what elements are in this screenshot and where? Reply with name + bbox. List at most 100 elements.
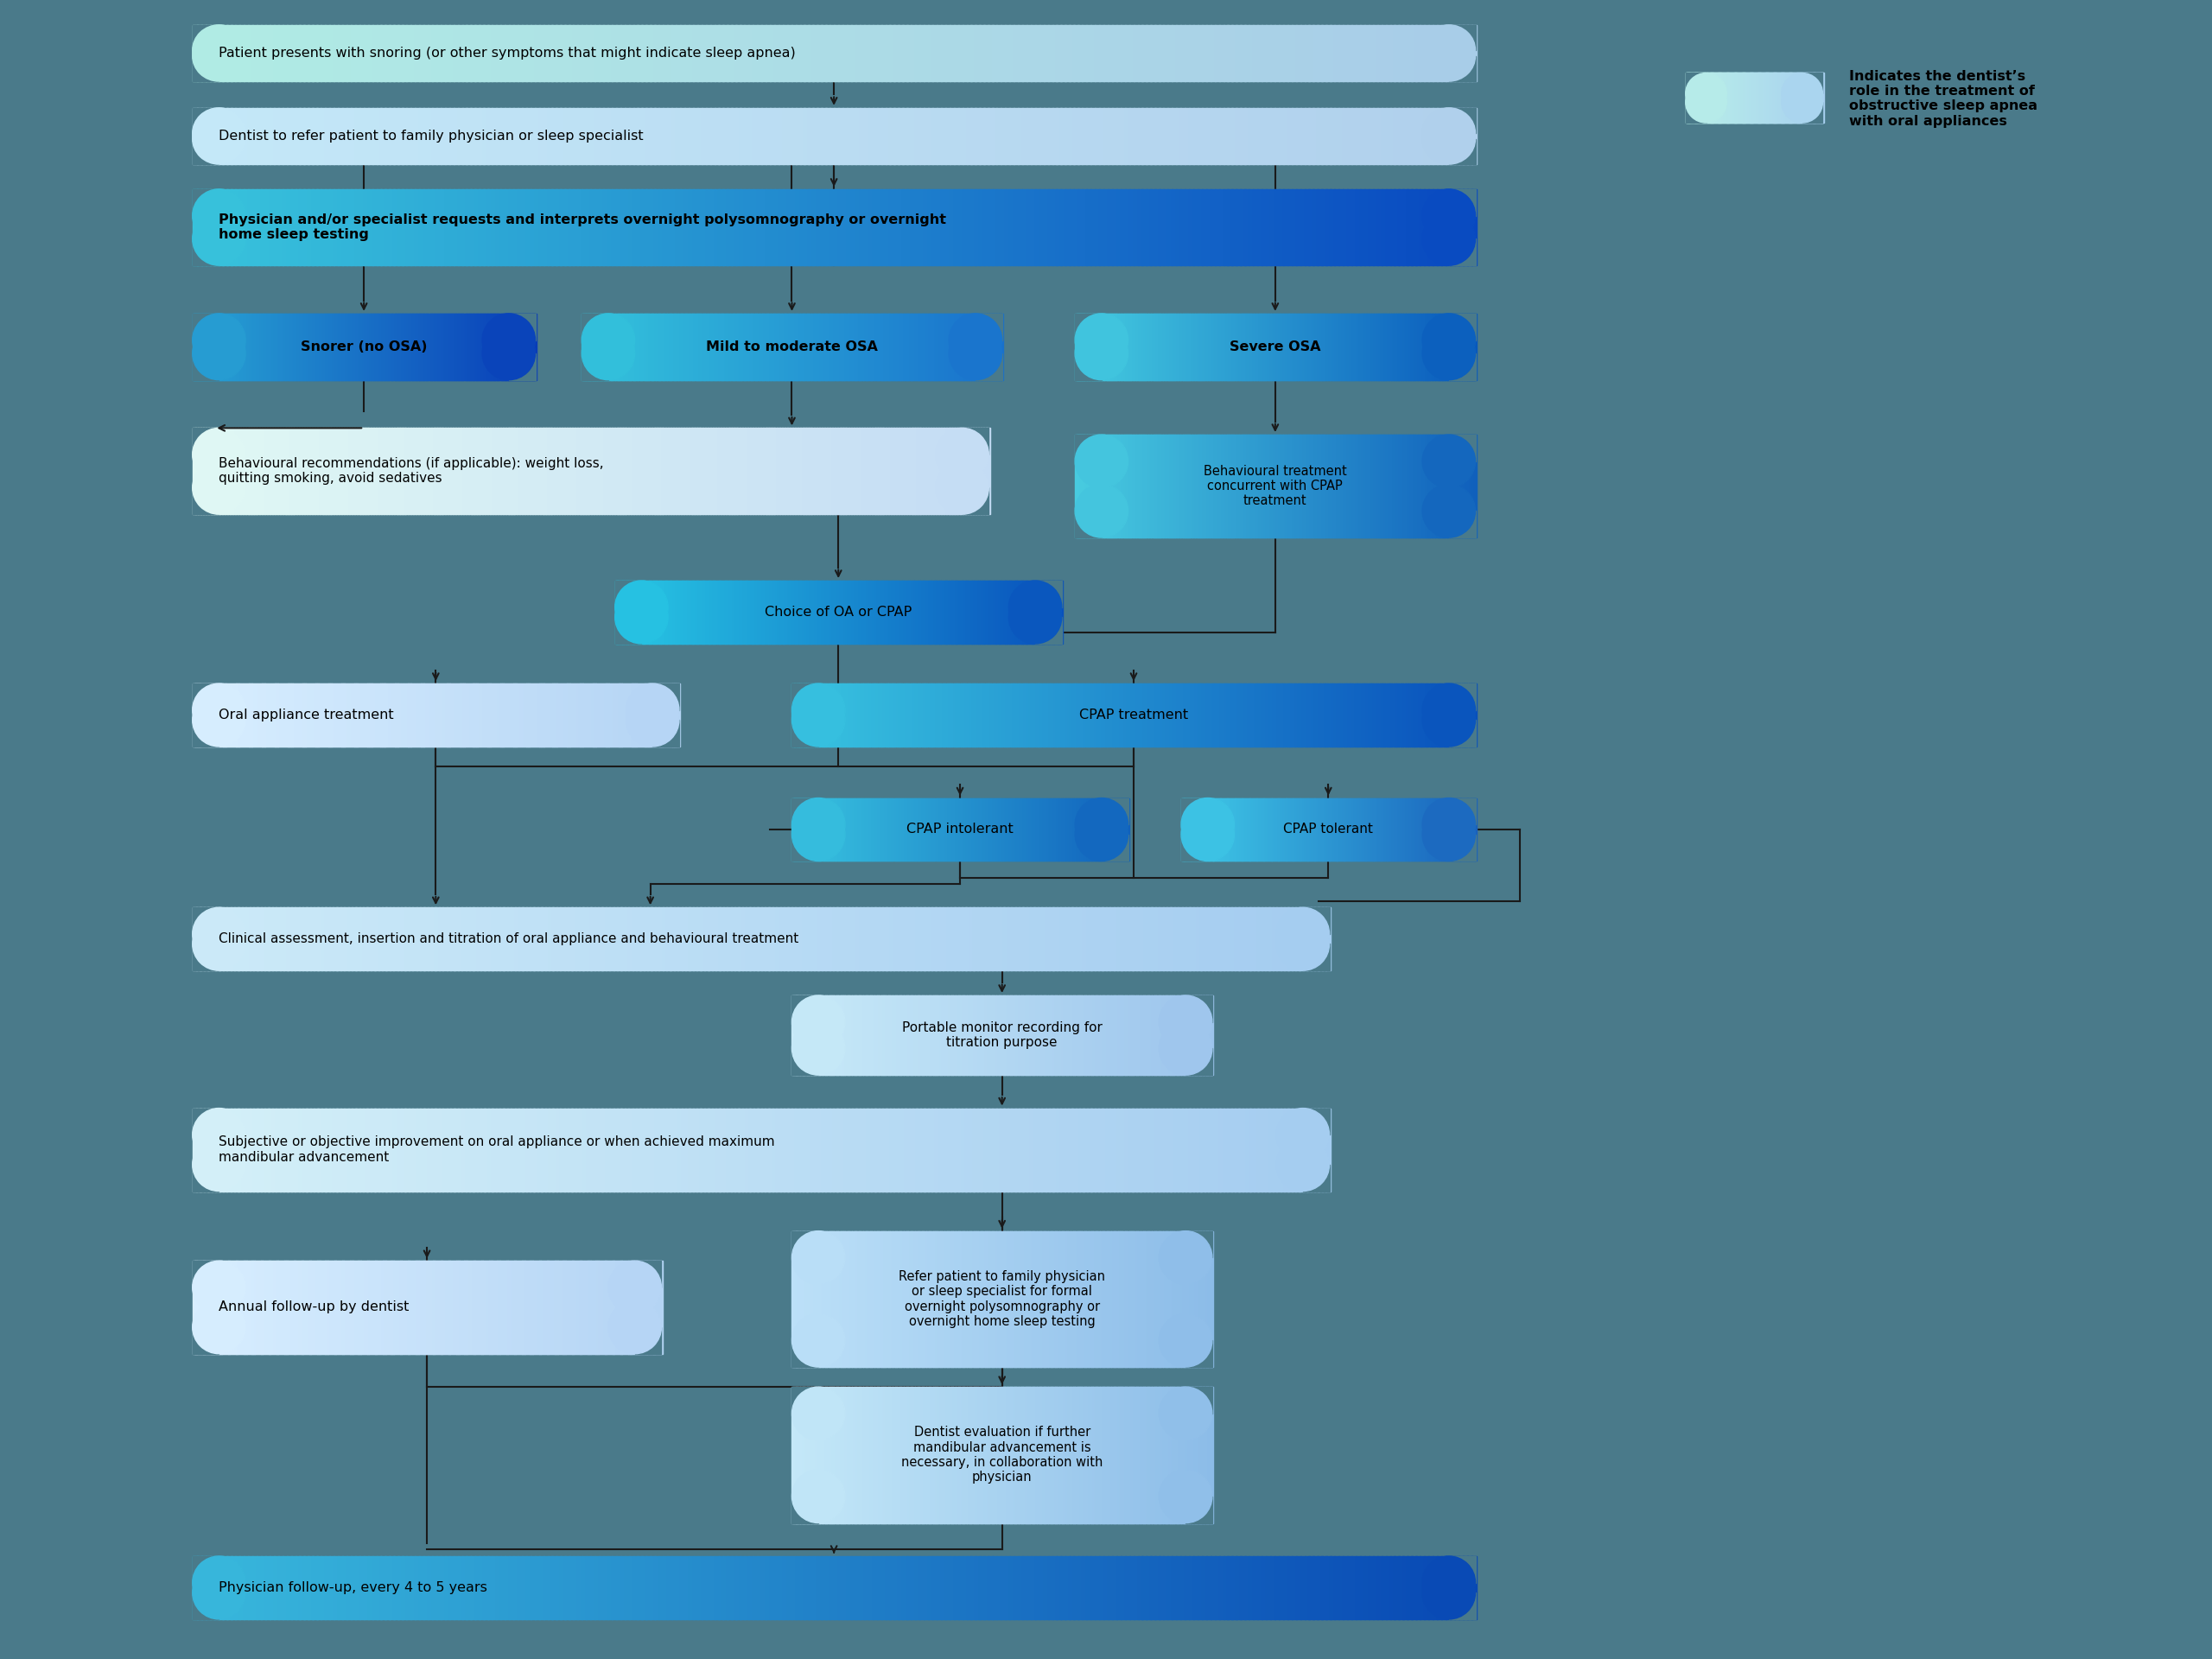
Bar (467, 25, 471, 81)
Bar (1261, 1556, 1267, 1619)
Bar (938, 1387, 940, 1523)
Bar (1004, 995, 1006, 1075)
Bar (316, 108, 323, 164)
Bar (1287, 684, 1290, 747)
Bar (436, 1261, 438, 1354)
Bar (400, 314, 403, 380)
Bar (814, 995, 816, 1075)
Bar (1137, 1108, 1141, 1191)
Bar (192, 428, 197, 514)
Bar (420, 428, 425, 514)
Bar (624, 1556, 630, 1619)
Bar (1095, 684, 1099, 747)
Bar (1279, 189, 1283, 265)
Bar (874, 1108, 880, 1191)
Bar (1071, 1387, 1073, 1523)
Bar (212, 314, 215, 380)
Bar (872, 798, 874, 861)
Bar (1225, 435, 1228, 538)
Bar (1004, 1387, 1006, 1523)
Bar (792, 1340, 818, 1367)
Bar (639, 1261, 641, 1354)
Bar (920, 1387, 922, 1523)
Bar (703, 314, 706, 380)
Bar (712, 1108, 717, 1191)
Bar (900, 798, 902, 861)
Bar (358, 1108, 365, 1191)
Bar (546, 1261, 549, 1354)
Bar (761, 428, 765, 514)
Bar (920, 798, 922, 861)
Bar (993, 1387, 995, 1523)
Bar (1234, 435, 1237, 538)
Bar (1110, 1108, 1115, 1191)
Bar (761, 108, 768, 164)
Bar (246, 314, 248, 380)
Bar (608, 1261, 611, 1354)
Bar (1104, 314, 1106, 380)
Bar (867, 1387, 869, 1523)
Bar (958, 907, 962, 971)
Bar (531, 1556, 535, 1619)
Bar (518, 684, 522, 747)
Bar (538, 907, 542, 971)
Bar (526, 684, 529, 747)
Bar (863, 1387, 865, 1523)
Bar (1026, 1387, 1031, 1523)
Bar (1442, 314, 1444, 380)
Bar (659, 428, 664, 514)
Bar (964, 684, 969, 747)
Bar (1303, 1108, 1329, 1135)
Bar (1166, 684, 1168, 747)
Bar (914, 684, 916, 747)
Bar (476, 314, 478, 380)
Bar (883, 314, 885, 380)
Bar (1338, 435, 1340, 538)
Bar (734, 1108, 739, 1191)
Bar (476, 684, 480, 747)
Bar (1150, 684, 1152, 747)
Bar (1413, 684, 1418, 747)
Bar (717, 581, 719, 644)
Bar (1168, 1231, 1172, 1367)
Bar (1462, 108, 1469, 164)
Bar (1141, 435, 1144, 538)
Bar (460, 1261, 462, 1354)
Bar (549, 907, 553, 971)
Bar (1099, 1231, 1102, 1367)
Bar (821, 1231, 823, 1367)
Bar (1022, 995, 1026, 1075)
Bar (622, 581, 626, 644)
Bar (604, 108, 608, 164)
Bar (902, 798, 905, 861)
Bar (509, 314, 511, 380)
Bar (827, 581, 830, 644)
Bar (880, 995, 883, 1075)
Bar (885, 581, 887, 644)
Bar (962, 1231, 964, 1367)
Bar (796, 1387, 799, 1523)
Bar (706, 25, 710, 81)
Bar (1352, 108, 1356, 164)
Text: Mild to moderate OSA: Mild to moderate OSA (706, 340, 878, 353)
Bar (805, 1387, 807, 1523)
Bar (219, 108, 223, 164)
Bar (352, 314, 354, 380)
Bar (1449, 239, 1475, 265)
Bar (978, 1387, 980, 1523)
Bar (911, 25, 916, 81)
Bar (1093, 798, 1095, 861)
Bar (832, 798, 834, 861)
Bar (869, 1387, 874, 1523)
Bar (1429, 25, 1433, 81)
Bar (914, 1108, 918, 1191)
Bar (1146, 995, 1148, 1075)
Bar (973, 314, 975, 380)
Bar (1206, 435, 1208, 538)
Bar (1099, 435, 1102, 538)
Bar (1164, 907, 1168, 971)
Bar (615, 581, 617, 644)
Bar (217, 1261, 221, 1354)
Bar (887, 907, 891, 971)
Bar (980, 798, 982, 861)
